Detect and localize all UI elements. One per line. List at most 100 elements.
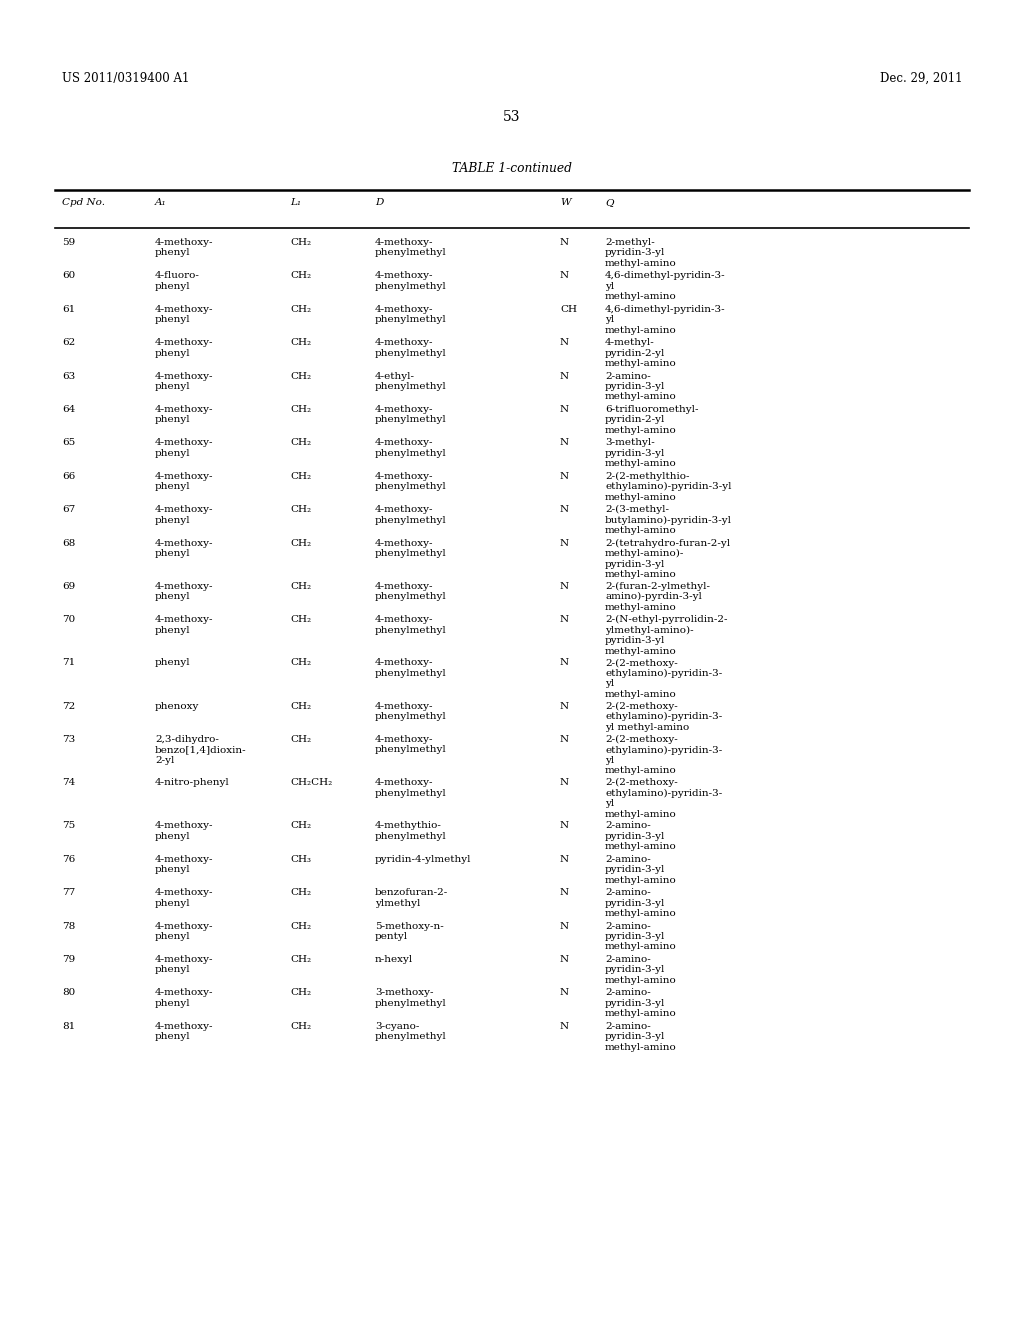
Text: N: N bbox=[560, 582, 569, 591]
Text: 2-(furan-2-ylmethyl-
amino)-pyrdin-3-yl
methyl-amino: 2-(furan-2-ylmethyl- amino)-pyrdin-3-yl … bbox=[605, 582, 710, 612]
Text: CH₂: CH₂ bbox=[290, 305, 311, 314]
Text: 3-methyl-
pyridin-3-yl
methyl-amino: 3-methyl- pyridin-3-yl methyl-amino bbox=[605, 438, 677, 469]
Text: 62: 62 bbox=[62, 338, 75, 347]
Text: N: N bbox=[560, 659, 569, 668]
Text: 2-amino-
pyridin-3-yl
methyl-amino: 2-amino- pyridin-3-yl methyl-amino bbox=[605, 372, 677, 401]
Text: 77: 77 bbox=[62, 888, 75, 898]
Text: 2-(2-methoxy-
ethylamino)-pyridin-3-
yl
methyl-amino: 2-(2-methoxy- ethylamino)-pyridin-3- yl … bbox=[605, 779, 722, 818]
Text: 4-methoxy-
phenylmethyl: 4-methoxy- phenylmethyl bbox=[375, 582, 446, 601]
Text: 4-methoxy-
phenylmethyl: 4-methoxy- phenylmethyl bbox=[375, 702, 446, 721]
Text: N: N bbox=[560, 702, 569, 710]
Text: 4-methoxy-
phenylmethyl: 4-methoxy- phenylmethyl bbox=[375, 506, 446, 524]
Text: CH₂: CH₂ bbox=[290, 821, 311, 830]
Text: 53: 53 bbox=[503, 110, 521, 124]
Text: 75: 75 bbox=[62, 821, 75, 830]
Text: 59: 59 bbox=[62, 238, 75, 247]
Text: CH₃: CH₃ bbox=[290, 855, 311, 863]
Text: 68: 68 bbox=[62, 539, 75, 548]
Text: 4-methoxy-
phenyl: 4-methoxy- phenyl bbox=[155, 471, 213, 491]
Text: 72: 72 bbox=[62, 702, 75, 710]
Text: N: N bbox=[560, 855, 569, 863]
Text: 76: 76 bbox=[62, 855, 75, 863]
Text: 4-methoxy-
phenylmethyl: 4-methoxy- phenylmethyl bbox=[375, 779, 446, 797]
Text: CH₂: CH₂ bbox=[290, 471, 311, 480]
Text: CH₂: CH₂ bbox=[290, 372, 311, 380]
Text: 4-methoxy-
phenyl: 4-methoxy- phenyl bbox=[155, 855, 213, 874]
Text: 4-ethyl-
phenylmethyl: 4-ethyl- phenylmethyl bbox=[375, 372, 446, 391]
Text: Cpd No.: Cpd No. bbox=[62, 198, 105, 207]
Text: CH₂: CH₂ bbox=[290, 921, 311, 931]
Text: 2-(N-ethyl-pyrrolidin-2-
ylmethyl-amino)-
pyridin-3-yl
methyl-amino: 2-(N-ethyl-pyrrolidin-2- ylmethyl-amino)… bbox=[605, 615, 727, 656]
Text: 2-(2-methylthio-
ethylamino)-pyridin-3-yl
methyl-amino: 2-(2-methylthio- ethylamino)-pyridin-3-y… bbox=[605, 471, 731, 502]
Text: CH₂: CH₂ bbox=[290, 888, 311, 898]
Text: 64: 64 bbox=[62, 405, 75, 414]
Text: 63: 63 bbox=[62, 372, 75, 380]
Text: 70: 70 bbox=[62, 615, 75, 624]
Text: 4-methoxy-
phenyl: 4-methoxy- phenyl bbox=[155, 989, 213, 1007]
Text: 4-fluoro-
phenyl: 4-fluoro- phenyl bbox=[155, 272, 200, 290]
Text: 2-(2-methoxy-
ethylamino)-pyridin-3-
yl methyl-amino: 2-(2-methoxy- ethylamino)-pyridin-3- yl … bbox=[605, 702, 722, 731]
Text: 61: 61 bbox=[62, 305, 75, 314]
Text: US 2011/0319400 A1: US 2011/0319400 A1 bbox=[62, 73, 189, 84]
Text: 4-methoxy-
phenylmethyl: 4-methoxy- phenylmethyl bbox=[375, 615, 446, 635]
Text: CH₂: CH₂ bbox=[290, 615, 311, 624]
Text: 2-amino-
pyridin-3-yl
methyl-amino: 2-amino- pyridin-3-yl methyl-amino bbox=[605, 855, 677, 884]
Text: 4-methoxy-
phenyl: 4-methoxy- phenyl bbox=[155, 582, 213, 601]
Text: 2-amino-
pyridin-3-yl
methyl-amino: 2-amino- pyridin-3-yl methyl-amino bbox=[605, 1022, 677, 1052]
Text: 67: 67 bbox=[62, 506, 75, 515]
Text: 4-methoxy-
phenyl: 4-methoxy- phenyl bbox=[155, 305, 213, 325]
Text: N: N bbox=[560, 954, 569, 964]
Text: 2-amino-
pyridin-3-yl
methyl-amino: 2-amino- pyridin-3-yl methyl-amino bbox=[605, 954, 677, 985]
Text: CH₂: CH₂ bbox=[290, 1022, 311, 1031]
Text: 2-(2-methoxy-
ethylamino)-pyridin-3-
yl
methyl-amino: 2-(2-methoxy- ethylamino)-pyridin-3- yl … bbox=[605, 659, 722, 698]
Text: 3-cyano-
phenylmethyl: 3-cyano- phenylmethyl bbox=[375, 1022, 446, 1041]
Text: 4,6-dimethyl-pyridin-3-
yl
methyl-amino: 4,6-dimethyl-pyridin-3- yl methyl-amino bbox=[605, 272, 726, 301]
Text: CH₂: CH₂ bbox=[290, 735, 311, 744]
Text: N: N bbox=[560, 405, 569, 414]
Text: 3-methoxy-
phenylmethyl: 3-methoxy- phenylmethyl bbox=[375, 989, 446, 1007]
Text: CH₂: CH₂ bbox=[290, 989, 311, 998]
Text: 6-trifluoromethyl-
pyridin-2-yl
methyl-amino: 6-trifluoromethyl- pyridin-2-yl methyl-a… bbox=[605, 405, 698, 434]
Text: 66: 66 bbox=[62, 471, 75, 480]
Text: 80: 80 bbox=[62, 989, 75, 998]
Text: N: N bbox=[560, 735, 569, 744]
Text: CH₂: CH₂ bbox=[290, 338, 311, 347]
Text: 4-methoxy-
phenyl: 4-methoxy- phenyl bbox=[155, 888, 213, 908]
Text: 78: 78 bbox=[62, 921, 75, 931]
Text: 4-methoxy-
phenylmethyl: 4-methoxy- phenylmethyl bbox=[375, 659, 446, 677]
Text: 4-methoxy-
phenyl: 4-methoxy- phenyl bbox=[155, 438, 213, 458]
Text: N: N bbox=[560, 1022, 569, 1031]
Text: Q: Q bbox=[605, 198, 613, 207]
Text: 71: 71 bbox=[62, 659, 75, 668]
Text: 79: 79 bbox=[62, 954, 75, 964]
Text: CH₂: CH₂ bbox=[290, 702, 311, 710]
Text: CH: CH bbox=[560, 305, 577, 314]
Text: W: W bbox=[560, 198, 570, 207]
Text: N: N bbox=[560, 921, 569, 931]
Text: N: N bbox=[560, 506, 569, 515]
Text: phenoxy: phenoxy bbox=[155, 702, 200, 710]
Text: N: N bbox=[560, 338, 569, 347]
Text: 5-methoxy-n-
pentyl: 5-methoxy-n- pentyl bbox=[375, 921, 443, 941]
Text: N: N bbox=[560, 539, 569, 548]
Text: 60: 60 bbox=[62, 272, 75, 280]
Text: CH₂: CH₂ bbox=[290, 582, 311, 591]
Text: CH₂: CH₂ bbox=[290, 659, 311, 668]
Text: Dec. 29, 2011: Dec. 29, 2011 bbox=[880, 73, 962, 84]
Text: 69: 69 bbox=[62, 582, 75, 591]
Text: CH₂: CH₂ bbox=[290, 539, 311, 548]
Text: N: N bbox=[560, 888, 569, 898]
Text: 2-methyl-
pyridin-3-yl
methyl-amino: 2-methyl- pyridin-3-yl methyl-amino bbox=[605, 238, 677, 268]
Text: 4-methoxy-
phenyl: 4-methoxy- phenyl bbox=[155, 405, 213, 425]
Text: N: N bbox=[560, 238, 569, 247]
Text: L₁: L₁ bbox=[290, 198, 301, 207]
Text: 2,3-dihydro-
benzo[1,4]dioxin-
2-yl: 2,3-dihydro- benzo[1,4]dioxin- 2-yl bbox=[155, 735, 247, 764]
Text: CH₂CH₂: CH₂CH₂ bbox=[290, 779, 332, 787]
Text: N: N bbox=[560, 779, 569, 787]
Text: 73: 73 bbox=[62, 735, 75, 744]
Text: 4-methoxy-
phenyl: 4-methoxy- phenyl bbox=[155, 506, 213, 524]
Text: 4-methythio-
phenylmethyl: 4-methythio- phenylmethyl bbox=[375, 821, 446, 841]
Text: pyridin-4-ylmethyl: pyridin-4-ylmethyl bbox=[375, 855, 471, 863]
Text: 74: 74 bbox=[62, 779, 75, 787]
Text: 2-amino-
pyridin-3-yl
methyl-amino: 2-amino- pyridin-3-yl methyl-amino bbox=[605, 821, 677, 851]
